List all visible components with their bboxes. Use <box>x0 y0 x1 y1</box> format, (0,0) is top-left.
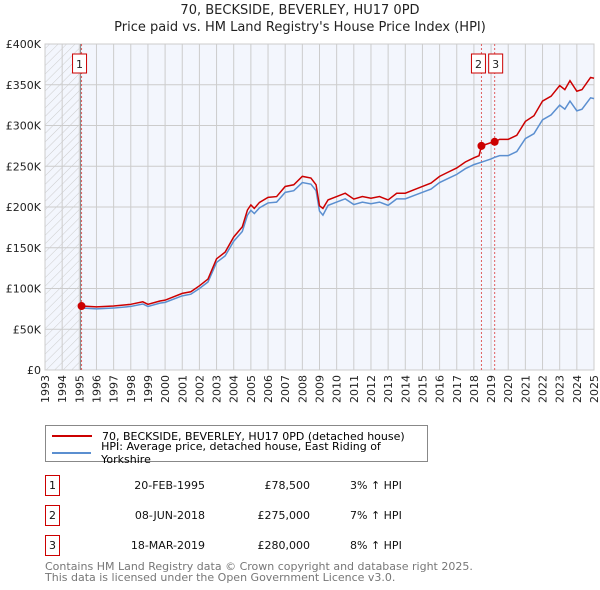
footer-licence: This data is licensed under the Open Gov… <box>45 571 396 584</box>
sale-marker-box <box>72 53 88 74</box>
x-tick-label: 2015 <box>416 375 429 403</box>
sale-point <box>77 302 86 311</box>
footer-copyright: Contains HM Land Registry data © Crown c… <box>45 560 473 573</box>
x-tick-label: 2021 <box>519 375 532 403</box>
x-tick-label: 2011 <box>348 375 361 403</box>
sale-date: 18-MAR-2019 <box>130 539 205 552</box>
x-tick-label: 1993 <box>39 375 52 403</box>
x-tick-label: 1995 <box>73 375 86 403</box>
y-tick-label: £300K <box>6 120 42 133</box>
y-tick-label: £200K <box>6 201 42 214</box>
sale-hpi-diff: 7% ↑ HPI <box>350 509 402 522</box>
x-tick-label: 2010 <box>331 375 344 403</box>
legend-label: HPI: Average price, detached house, East… <box>101 440 381 466</box>
x-tick-label: 2005 <box>245 375 258 403</box>
sale-price: £275,000 <box>257 509 311 522</box>
x-tick-label: 1996 <box>90 375 103 403</box>
legend-item-hpi: HPI: Average price, detached house, East… <box>46 440 427 466</box>
sale-marker-box <box>470 53 486 74</box>
sale-hpi-diff: 8% ↑ HPI <box>350 539 402 552</box>
y-tick-label: £350K <box>6 79 42 92</box>
legend-item-property: 70, BECKSIDE, BEVERLEY, HU17 0PD (detach… <box>46 428 405 444</box>
price-chart: 1993 1994 1995 1996 1997 1998 1999 2000 2001 2002… <box>6 38 600 403</box>
x-tick-label: 2003 <box>211 375 224 403</box>
sale-marker-label: 1 <box>76 58 83 71</box>
x-tick-label: 2006 <box>262 375 275 403</box>
x-tick-label: 2013 <box>382 375 395 403</box>
x-tick-label: 2012 <box>365 375 378 403</box>
x-tick-label: 2002 <box>193 375 206 403</box>
legend-swatch <box>52 435 92 437</box>
x-tick-label: 1999 <box>142 375 155 403</box>
x-tick-label: 1998 <box>125 375 138 403</box>
legend-label: 70, BECKSIDE, BEVERLEY, HU17 0PD (detach… <box>102 429 405 443</box>
x-tick-label: 2009 <box>314 375 327 403</box>
sale-marker-box <box>488 53 504 74</box>
y-tick-label: £0 <box>27 364 41 377</box>
sale-point <box>490 137 499 146</box>
x-tick-label: 2014 <box>399 375 412 403</box>
sale-price: £280,000 <box>257 539 311 552</box>
sale-date: 20-FEB-1995 <box>134 479 205 492</box>
x-tick-label: 2022 <box>537 375 550 403</box>
sale-marker: 3 <box>45 535 60 556</box>
x-tick-label: 2023 <box>554 375 567 403</box>
x-tick-label: 2001 <box>176 375 189 403</box>
x-tick-label: 2017 <box>451 375 464 403</box>
property-price-line <box>81 76 595 308</box>
sale-marker: 2 <box>45 505 60 526</box>
x-tick-label: 2008 <box>296 375 309 403</box>
y-tick-label: £100K <box>6 283 42 296</box>
sale-hpi-diff: 3% ↑ HPI <box>350 479 402 492</box>
legend-swatch <box>52 452 92 454</box>
x-tick-label: 2025 <box>588 375 600 403</box>
x-tick-label: 2016 <box>434 375 447 403</box>
sale-point <box>477 141 486 150</box>
x-tick-label: 2000 <box>159 375 172 403</box>
y-tick-label: £400K <box>6 38 42 51</box>
legend: 70, BECKSIDE, BEVERLEY, HU17 0PD (detach… <box>45 425 428 466</box>
hpi-line <box>81 96 595 310</box>
x-tick-label: 2018 <box>468 375 481 403</box>
x-tick-label: 1997 <box>108 375 121 403</box>
sale-date: 08-JUN-2018 <box>134 509 205 522</box>
sale-marker: 1 <box>45 475 60 496</box>
x-tick-label: 1994 <box>56 375 69 403</box>
sale-marker-label: 2 <box>475 58 482 71</box>
sale-price: £78,500 <box>264 479 311 492</box>
x-tick-label: 2024 <box>571 375 584 403</box>
y-tick-label: £250K <box>6 160 42 173</box>
y-tick-label: £50K <box>13 323 42 336</box>
x-tick-label: 2020 <box>502 375 515 403</box>
chart-title: 70, BECKSIDE, BEVERLEY, HU17 0PD <box>180 3 420 18</box>
x-tick-label: 2007 <box>279 375 292 403</box>
sale-marker-label: 3 <box>492 58 499 71</box>
chart-subtitle: Price paid vs. HM Land Registry's House … <box>114 20 486 35</box>
x-tick-label: 2019 <box>485 375 498 403</box>
y-tick-label: £150K <box>6 242 42 255</box>
x-tick-label: 2004 <box>228 375 241 403</box>
